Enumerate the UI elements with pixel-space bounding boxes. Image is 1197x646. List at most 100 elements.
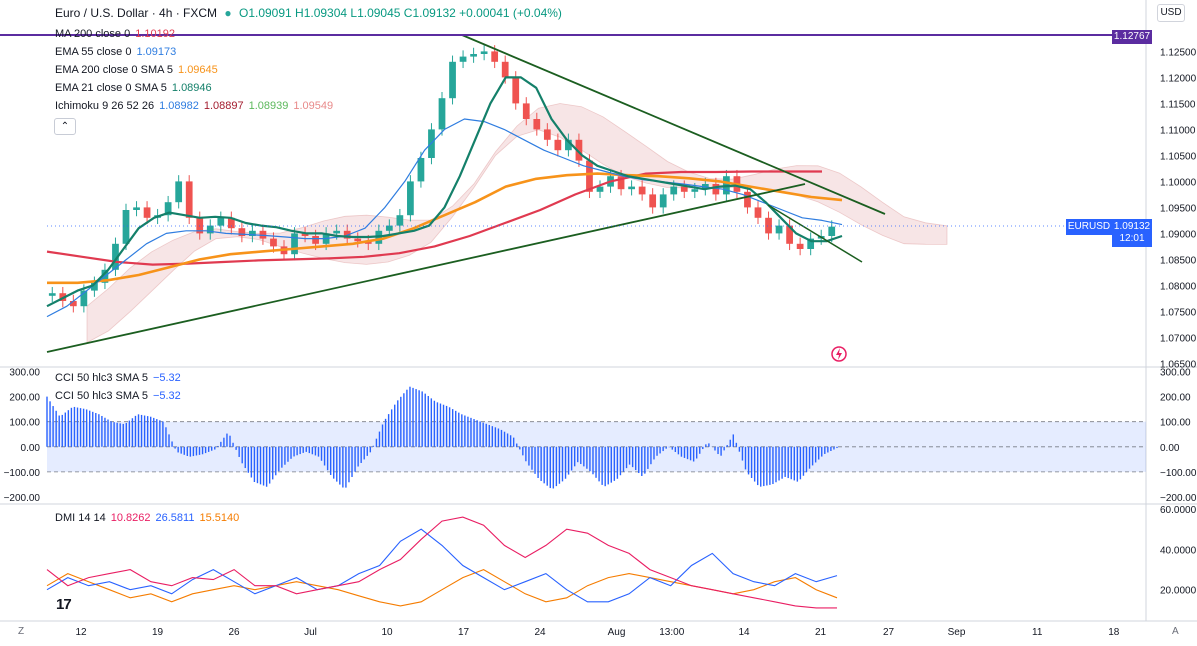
main-legend: MA 200 close 0 1.10192 EMA 55 close 0 1.091… [55,28,333,118]
candle-body [744,191,751,208]
candle-body [565,139,572,151]
candle-body [765,217,772,234]
candle-body [122,210,130,244]
legend-row-0[interactable]: MA 200 close 0 1.10192 [55,28,333,41]
candle-body [501,61,509,78]
resistance-trendline [461,34,886,215]
price-tick-label: 1.08500 [1160,255,1197,266]
candle-body [249,230,256,236]
ema200-line [47,172,843,285]
candle-body [364,241,372,244]
time-tick-label: 18 [1108,627,1120,638]
candle-body [638,186,646,195]
currency-scale-button[interactable]: USD [1157,4,1185,22]
current-price-badge: 1.09132 [1112,219,1152,233]
cci-tick-label-left: 0.00 [21,443,41,454]
price-tick-label: 1.10500 [1160,151,1197,162]
candle-body [438,98,446,130]
candle-body [512,77,520,104]
time-tick-label: 27 [883,627,895,638]
candle-body [417,158,425,182]
time-tick-label: Aug [608,627,626,638]
legend-name: CCI 50 hlc3 SMA 5 [55,390,148,402]
candle-body [586,160,593,192]
time-tick-label: 19 [152,627,164,638]
cci-legend-row-0[interactable]: CCI 50 hlc3 SMA 5 −5.32 [55,372,181,385]
candle-body [459,56,467,62]
cci-legend-row-1[interactable]: CCI 50 hlc3 SMA 5 −5.32 [55,390,181,403]
candle-body [575,139,583,161]
candle-body [807,238,815,249]
candle-body [691,189,699,192]
countdown-badge: 12:01 [1112,233,1152,247]
candle-body [396,215,404,226]
candle-body [238,228,246,236]
candle-body [670,186,678,195]
candle-body [301,233,309,236]
dmi-tick-label: 40.0000 [1160,545,1197,556]
price-tick-label: 1.12500 [1160,47,1197,58]
legend-value: 1.09173 [136,46,177,58]
lightning-icon[interactable] [830,345,848,363]
legend-name: CCI 50 hlc3 SMA 5 [55,372,148,384]
short-trendline [767,204,863,263]
candle-body [491,51,499,62]
price-tick-label: 1.12000 [1160,73,1197,84]
price-tick-label: 1.09000 [1160,229,1197,240]
ichimoku-cloud [86,103,948,344]
cci-tick-label: 0.00 [1160,443,1180,454]
candle-body [291,233,298,255]
candle-body [385,225,393,231]
dmi-adx-line [46,568,838,607]
legend-value: −5.32 [152,372,181,384]
dmi-plus-line [46,516,837,609]
candle-body [206,225,214,234]
ma200-line [46,170,822,266]
time-tick-label: Jul [304,627,317,638]
candle-body [554,139,562,151]
dmi-legend-row[interactable]: DMI 14 14 10.8262 26.5811 15.5140 [55,512,239,525]
time-tick-label: 10 [381,627,393,638]
legend-value: 1.08939 [248,100,289,112]
auto-scale-button[interactable]: A [1172,626,1179,637]
legend-row-4[interactable]: Ichimoku 9 26 52 26 1.08982 1.08897 1.08939… [55,100,333,113]
timezone-button[interactable]: Z [18,626,25,637]
cci-tick-label-left: 100.00 [9,418,40,429]
legend-row-1[interactable]: EMA 55 close 0 1.09173 [55,46,333,59]
legend-name: DMI 14 14 [55,512,106,524]
collapse-legend-button[interactable]: ⌃ [54,118,76,135]
legend-value: 1.10192 [135,28,175,40]
candle-body [217,217,225,226]
ema21-line [46,76,843,308]
price-tick-label: 1.11000 [1160,125,1196,136]
candle-body [354,238,362,242]
time-tick-label: 26 [228,627,240,638]
cci-tick-label-left: 200.00 [9,393,40,404]
candle-body [48,293,56,296]
cci-legend: CCI 50 hlc3 SMA 5 −5.32 CCI 50 hlc3 SMA 5−… [55,372,181,408]
legend-name: EMA 55 close 0 [55,46,132,58]
price-tick-label: 1.08000 [1160,281,1197,292]
support-trendline [46,183,806,353]
candle-body [649,194,657,208]
time-tick-label: 21 [815,627,827,638]
candle-body [112,243,119,270]
legend-row-2[interactable]: EMA 200 close 0 SMA 5 1.09645 [55,64,333,77]
tradingview-logo: 17 [56,596,72,613]
legend-value: −5.32 [152,390,181,402]
ma-price-badge: 1.12767 [1112,30,1152,44]
legend-row-3[interactable]: EMA 21 close 0 SMA 5 1.08946 [55,82,333,95]
legend-value: 1.09549 [293,100,334,112]
candle-body [333,230,341,234]
candle-body [312,236,319,244]
candle-body [175,181,183,203]
candle-body [259,230,267,239]
candle-body [617,176,625,190]
time-tick-label: 24 [534,627,546,638]
candle-body [712,184,720,195]
cci-tick-label: 300.00 [1160,368,1191,379]
time-tick-label: Sep [948,627,966,638]
symbol-header[interactable]: Euro / U.S. Dollar · 4h · FXCM ● O1.0909… [55,7,562,20]
symbol-tag-badge: EURUSD [1066,219,1112,235]
